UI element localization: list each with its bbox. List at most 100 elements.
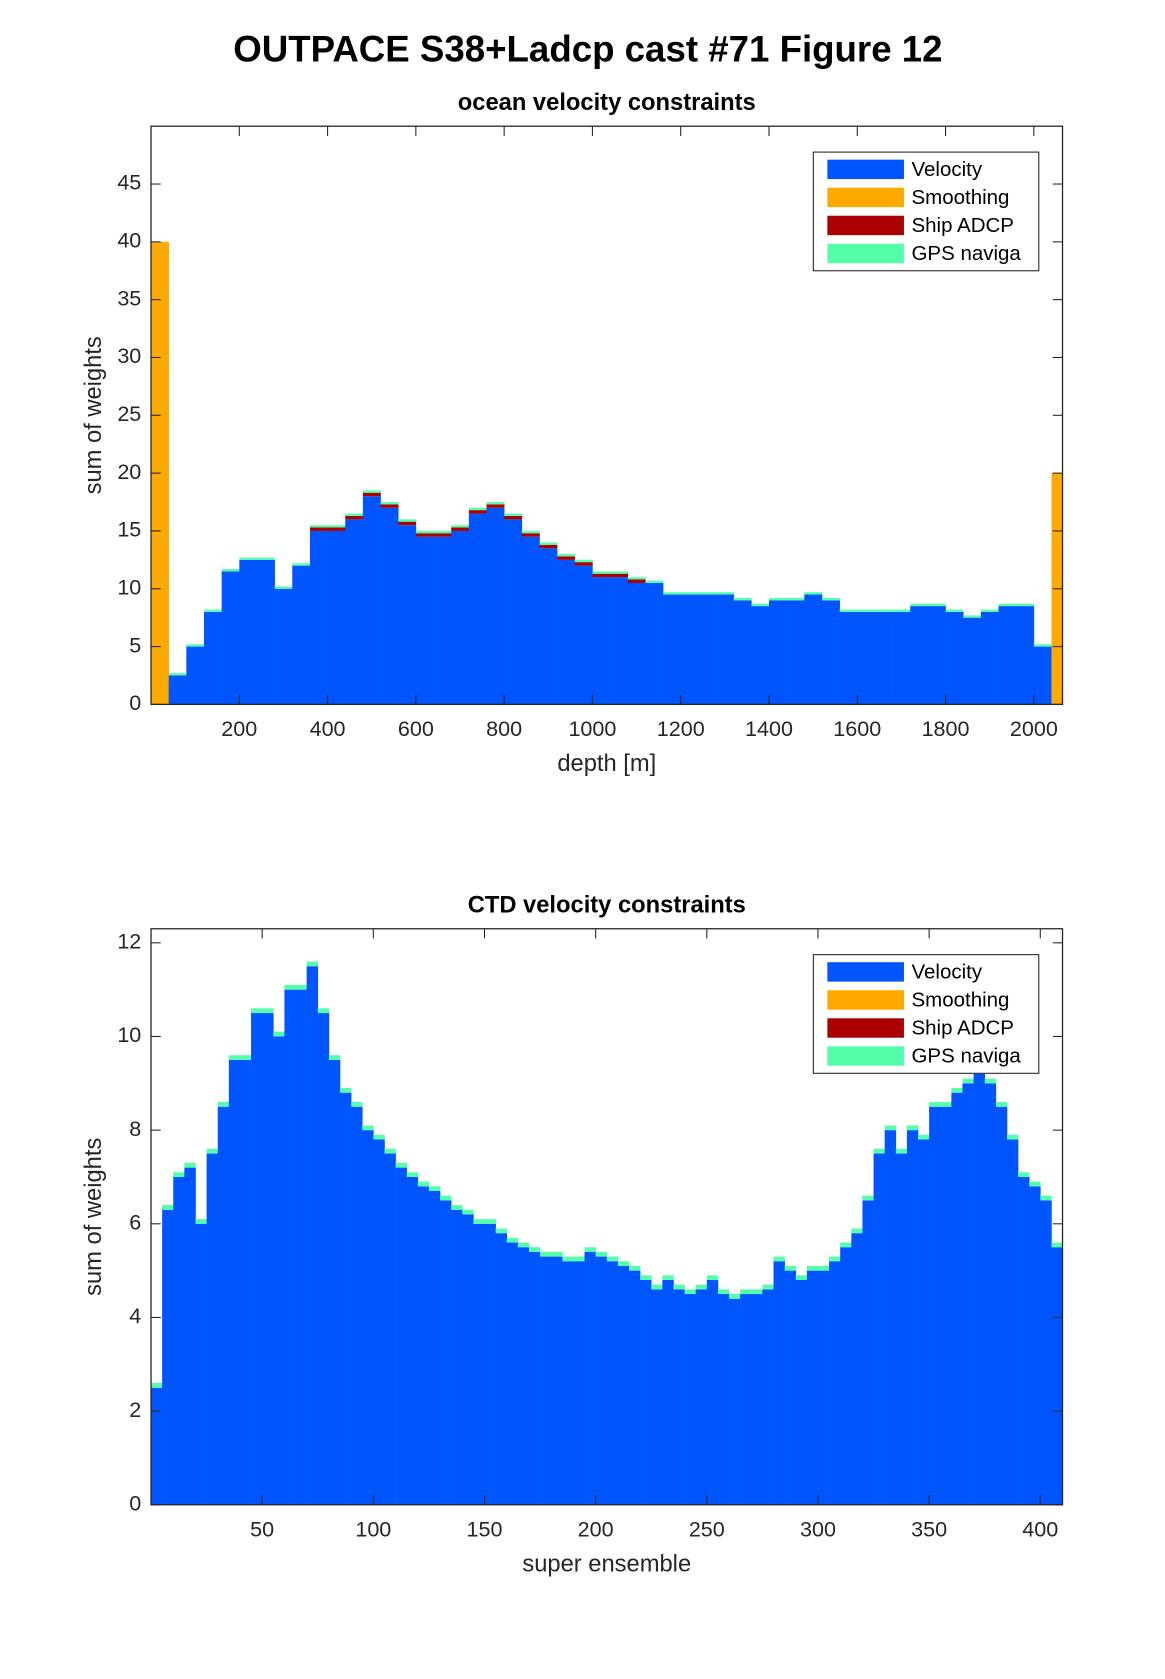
x-tick-label: 200 [578, 1516, 614, 1541]
bar-segment [292, 563, 311, 566]
x-tick-label: 400 [310, 716, 346, 741]
bar-segment [228, 1059, 241, 1505]
bar-segment [295, 989, 307, 1505]
bar-segment [551, 1251, 563, 1257]
bar-segment [239, 1059, 252, 1505]
bar-segment [918, 1139, 930, 1505]
bar-segment [717, 1294, 730, 1505]
x-tick-label: 1400 [745, 716, 793, 741]
bar-segment [415, 533, 434, 537]
x-tick-label: 1000 [568, 716, 616, 741]
y-tick-label: 6 [129, 1210, 141, 1235]
bar-segment [627, 577, 646, 580]
bar-segment [910, 603, 929, 607]
bar-segment [203, 609, 222, 612]
bar-segment [740, 1289, 752, 1295]
bar-segment [251, 1008, 263, 1014]
bar-segment [328, 1059, 341, 1505]
bar-segment [663, 592, 682, 595]
bar-segment [1006, 1139, 1019, 1505]
y-tick-label: 20 [117, 459, 141, 484]
bar-segment [716, 592, 734, 595]
bar-segment [362, 490, 381, 493]
bar-segment [262, 1013, 274, 1505]
x-tick-label: 400 [1022, 1516, 1058, 1541]
bar-segment [606, 1261, 619, 1505]
bar-segment [398, 525, 417, 705]
legend-label: Ship ADCP [912, 214, 1014, 237]
bar-segment [521, 536, 540, 705]
bar-segment [274, 586, 293, 589]
bar-segment [309, 530, 328, 705]
bar-segment [151, 1383, 163, 1388]
bar-segment [857, 609, 876, 612]
bar-segment [610, 577, 629, 705]
bar-segment [629, 1265, 641, 1271]
bar-segment [695, 1284, 708, 1290]
bar-segment [751, 1289, 763, 1295]
legend-label: Velocity [912, 158, 983, 181]
bar-segment [1040, 1195, 1052, 1201]
y-tick-label: 10 [117, 574, 141, 599]
bar-segment [927, 606, 946, 705]
bar-segment [168, 675, 187, 705]
bar-segment [817, 1270, 830, 1505]
bar-segment [751, 1294, 763, 1505]
bar-segment [184, 1167, 196, 1505]
bar-segment [486, 504, 505, 508]
legend-label: Velocity [912, 960, 983, 983]
legend-label: GPS naviga [912, 1045, 1022, 1068]
bar-segment [768, 600, 787, 705]
bar-segment [929, 1106, 941, 1505]
bar-segment [980, 611, 999, 705]
x-tick-label: 300 [800, 1516, 836, 1541]
bar-segment [451, 525, 470, 528]
bar-segment [562, 1261, 574, 1505]
legend-label: Smoothing [912, 988, 1010, 1011]
x-tick-label: 600 [398, 716, 434, 741]
bar-segment [306, 966, 319, 1505]
bar-segment [716, 594, 734, 705]
bar-segment [684, 1289, 697, 1295]
bar-segment [484, 1219, 496, 1224]
bar-segment [762, 1284, 774, 1290]
bar-segment [995, 1106, 1008, 1505]
y-axis-label: sum of weights [81, 1138, 107, 1296]
bar-segment [940, 1102, 952, 1107]
bar-segment [680, 594, 699, 705]
bar-segment [910, 606, 929, 705]
bar-segment [273, 1031, 285, 1037]
axes-box [150, 928, 1064, 1506]
bar-segment [184, 1162, 196, 1168]
bar-segment [398, 521, 417, 526]
bar-segment [504, 519, 523, 705]
bar-segment [433, 533, 452, 537]
bar-segment [557, 554, 576, 557]
bar-segment [317, 1008, 330, 1014]
bar-segment [1016, 603, 1035, 607]
bar-segment [517, 1247, 530, 1505]
bar-segment [895, 1153, 908, 1505]
bar-segment [162, 1205, 174, 1210]
bar-segment [984, 1083, 997, 1505]
bar-segment [829, 1256, 841, 1262]
bar-segment [539, 548, 558, 705]
bar-segment [309, 527, 328, 531]
bar-segment [995, 1102, 1008, 1107]
bar-segment [773, 1256, 785, 1262]
x-tick-label: 100 [355, 1516, 391, 1541]
y-tick-label: 35 [117, 285, 141, 310]
x-tick-label: 1600 [833, 716, 881, 741]
bar-segment [640, 1279, 652, 1505]
bar-segment [751, 603, 770, 607]
y-tick-label: 4 [129, 1303, 141, 1328]
bar-segment [428, 1191, 441, 1505]
bar-segment [784, 1270, 797, 1505]
bar-segment [221, 569, 240, 572]
bar-segment [584, 1251, 596, 1505]
bar-segment [680, 592, 699, 595]
bar-segment [717, 1289, 730, 1295]
bar-segment [380, 507, 399, 705]
bar-segment [406, 1172, 419, 1177]
bar-segment [862, 1195, 874, 1201]
